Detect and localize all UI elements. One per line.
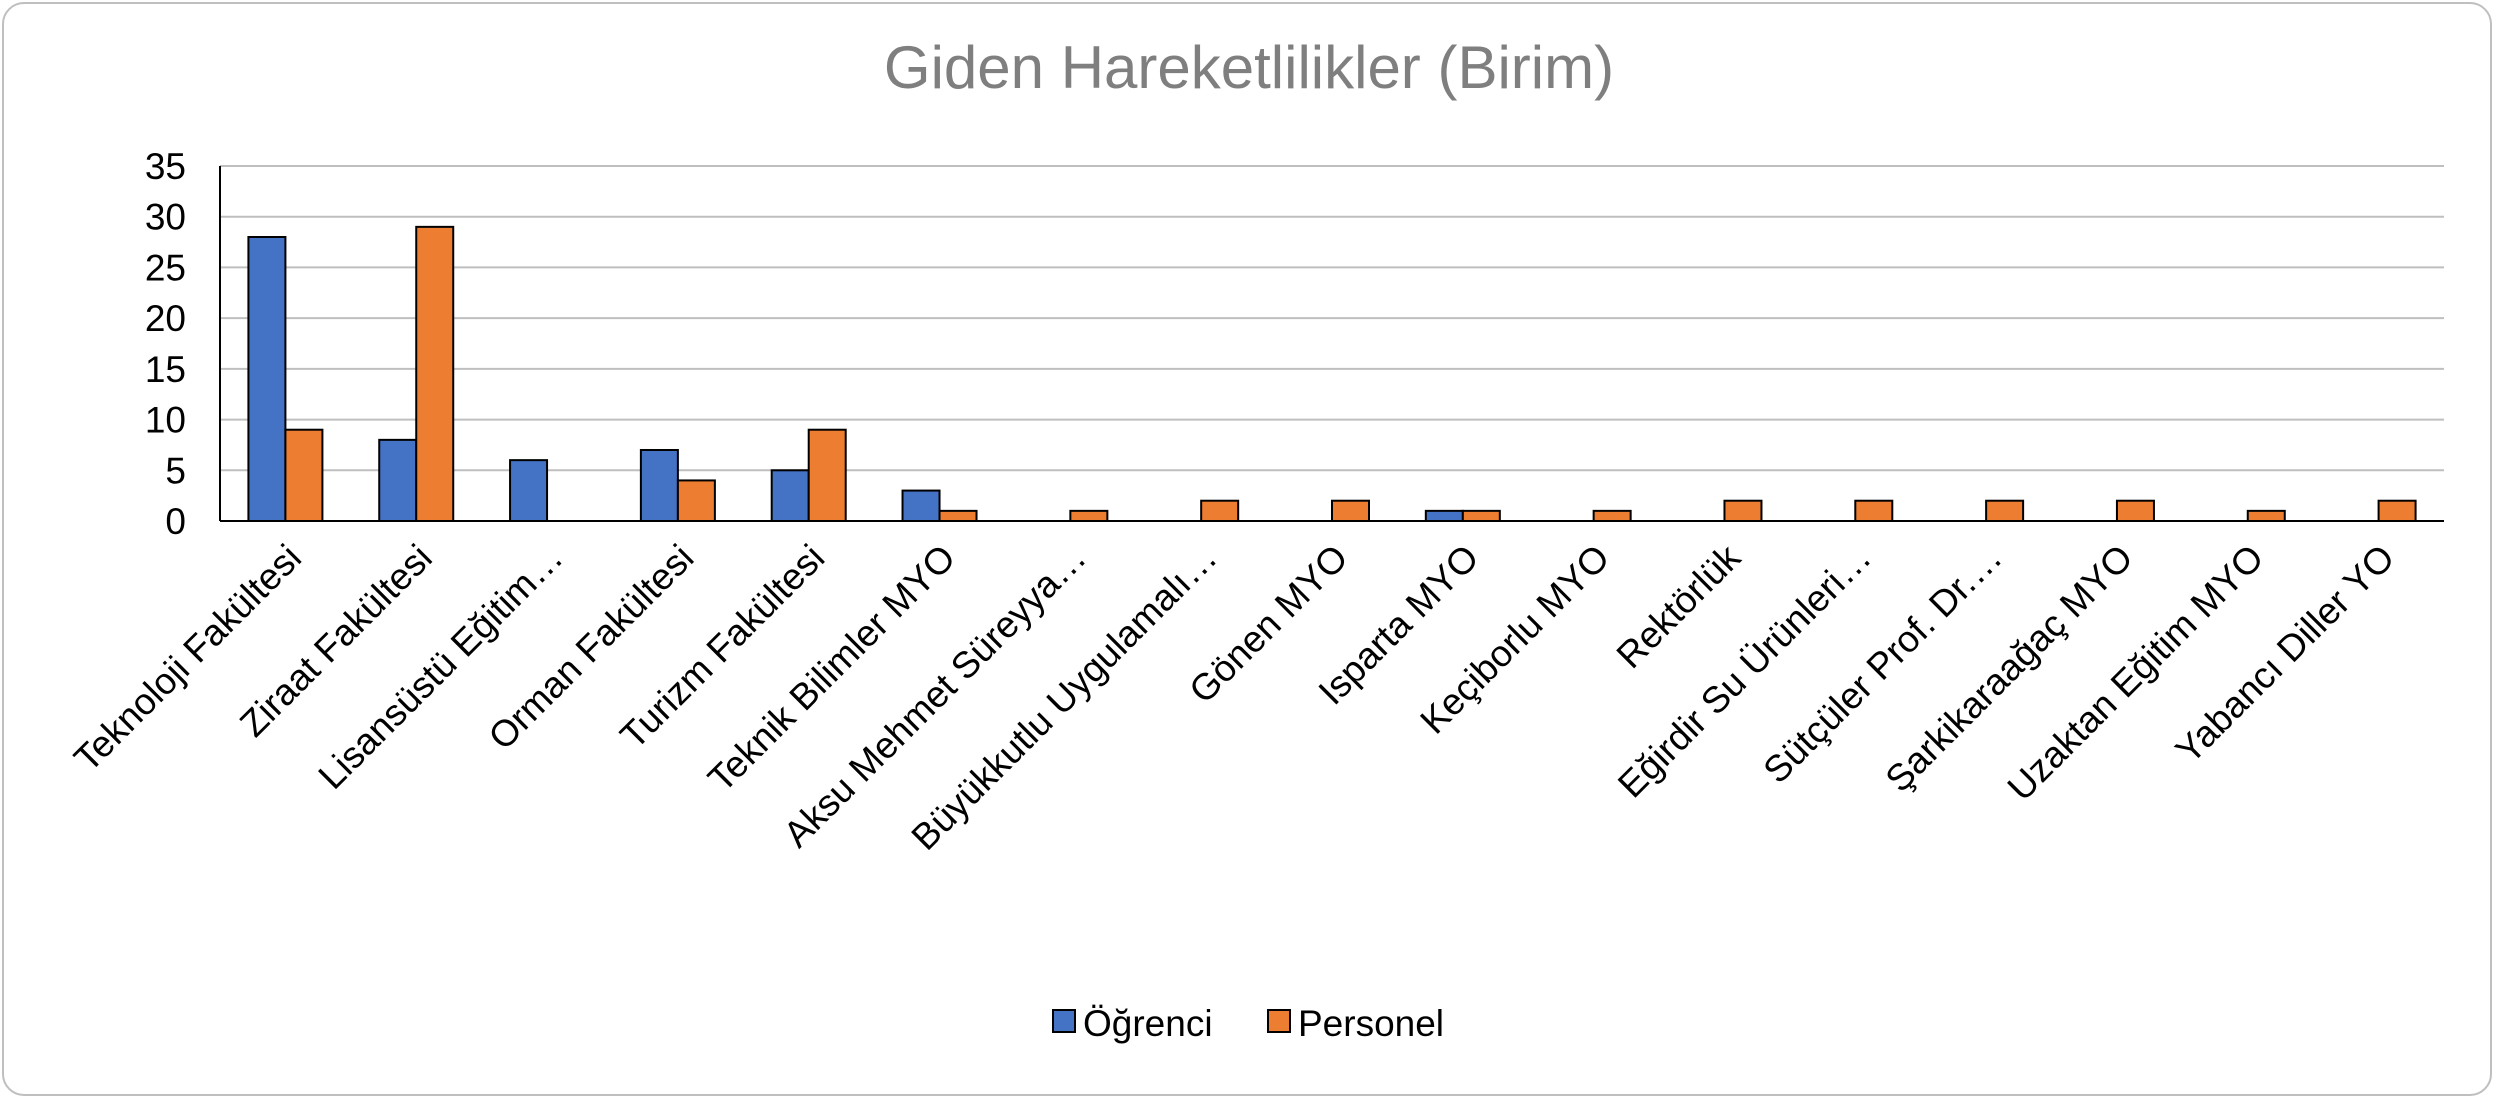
bar-personel [1069,509,1109,523]
bar-personel [1331,499,1370,523]
bar-personel [676,479,716,522]
y-tick-label: 10 [145,400,186,441]
axes [219,166,2444,522]
x-tick-label: Teknik Bilimler MYO [700,537,963,800]
bar-personel [1985,499,2025,523]
legend: Öğrenci Personel [1052,1003,1444,1044]
bar-ogrenci [770,469,810,522]
x-tick-label: Uzaktan Eğitim MYO [2000,537,2272,809]
y-tick-label: 20 [145,298,186,339]
x-tick-label: Rektörlük [1609,536,1749,676]
bar-personel [284,428,324,523]
bar-personel [1200,499,1240,523]
bar-personel [1854,499,1894,523]
y-tick-label: 35 [145,146,186,187]
bars [247,225,2417,523]
x-tick-label: Şarkikaraağaç MYO [1877,537,2140,800]
y-tick-label: 30 [145,197,186,238]
bar-personel [938,509,978,523]
legend-label-ogrenci: Öğrenci [1083,1003,1213,1044]
bar-ogrenci [901,489,941,523]
bar-personel [2377,499,2417,523]
gridlines [220,165,2444,472]
y-tick-label: 5 [165,450,186,491]
y-tick-label: 0 [165,501,186,542]
x-tick-label: Sütçüler Prof. Dr.… [1755,537,2009,791]
x-tick-label: Lisansüstü Eğitim… [311,537,571,797]
x-tick-label: Teknoloji Fakültesi [66,537,309,780]
bar-personel [1723,499,1763,523]
legend-swatch-ogrenci [1052,1009,1076,1033]
chart-title: Giden Hareketlilikler (Birim) [884,34,1614,101]
bar-ogrenci [378,438,418,523]
bar-ogrenci [509,459,549,522]
y-tick-labels: 0 5 10 15 20 25 30 35 [145,146,186,542]
bar-personel [2246,509,2286,523]
bar-personel [1592,509,1632,523]
legend-swatch-personel [1267,1009,1291,1033]
x-tick-label: Eğirdir Su Ürünleri… [1610,537,1879,806]
legend-label-personel: Personel [1298,1003,1444,1044]
x-tick-label: Yabancı Diller YO [2168,537,2403,772]
bar-personel [807,428,847,523]
bar-personel [2115,499,2155,523]
bar-personel [1461,509,1501,523]
bar-ogrenci [247,236,287,522]
bar-ogrenci [639,449,679,522]
bar-personel [415,225,455,522]
y-tick-label: 25 [145,247,186,288]
bar-ogrenci [1424,509,1464,523]
y-tick-label: 15 [145,349,186,390]
